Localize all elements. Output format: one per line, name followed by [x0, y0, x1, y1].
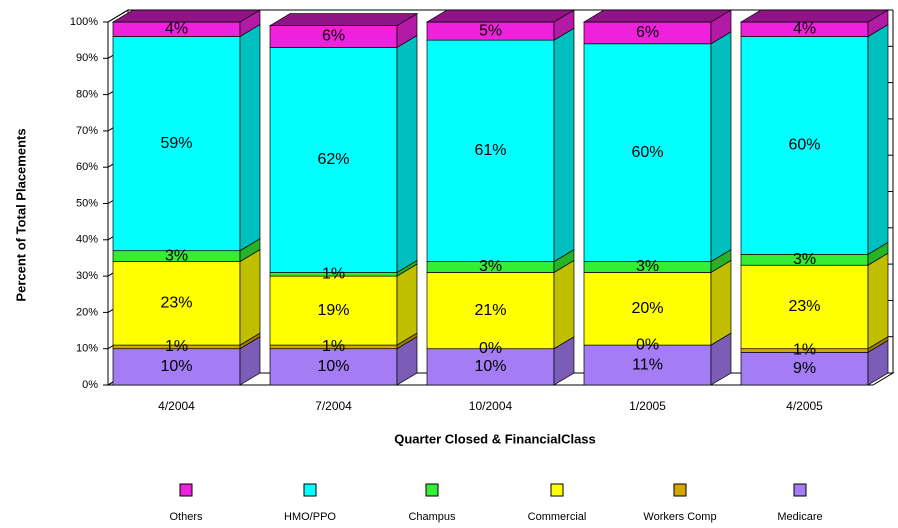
bar-segment-top	[268, 13, 419, 26]
legend-swatch	[303, 483, 317, 497]
data-label: 9%	[793, 360, 816, 377]
data-label: 20%	[631, 300, 663, 317]
bar-segment	[426, 272, 555, 350]
legend-swatch	[793, 483, 807, 497]
legend-swatch	[550, 483, 564, 497]
data-label: 11%	[632, 356, 663, 373]
data-label: 10%	[160, 358, 192, 375]
y-tick-label: 30%	[76, 270, 98, 282]
bar-segment-side	[710, 259, 732, 346]
y-axis-label: Percent of Total Placements	[13, 128, 28, 301]
x-tick-label: 7/2004	[315, 399, 352, 413]
data-label: 61%	[474, 142, 506, 159]
bar-segment-side	[239, 23, 261, 252]
bar-segment-side	[396, 263, 418, 346]
y-tick-label: 0%	[82, 379, 98, 391]
bar-segment	[426, 348, 555, 386]
legend-label: Others	[169, 511, 203, 523]
legend-swatch	[673, 483, 687, 497]
legend-swatch	[425, 483, 439, 497]
x-tick-label: 1/2005	[629, 399, 666, 413]
data-label: 4%	[793, 20, 816, 37]
legend-label: Medicare	[777, 511, 822, 523]
y-tick-label: 80%	[76, 89, 98, 101]
data-label: 0%	[636, 336, 659, 353]
bar-segment-side	[710, 31, 732, 263]
bar-segment-side	[396, 34, 418, 274]
x-tick-label: 4/2004	[158, 399, 195, 413]
bar-segment-top	[582, 9, 733, 23]
bar-segment	[426, 39, 555, 262]
data-label: 6%	[322, 28, 345, 45]
y-tick-label: 50%	[76, 197, 98, 209]
bar-segment-side	[553, 27, 575, 263]
bar-segment-side	[553, 259, 575, 350]
data-label: 1%	[793, 342, 816, 359]
bar-segment	[740, 36, 869, 255]
data-label: 10%	[474, 358, 506, 375]
data-label: 4%	[165, 20, 188, 37]
bar-segment	[269, 47, 398, 273]
bar-segment-side	[239, 248, 261, 346]
bar-segment-top	[111, 9, 262, 23]
bar-segment	[583, 344, 712, 386]
y-tick-label: 70%	[76, 125, 98, 137]
y-tick-label: 10%	[76, 343, 98, 355]
y-tick-label: 40%	[76, 234, 98, 246]
data-label: 6%	[636, 24, 659, 41]
x-tick-label: 4/2005	[786, 399, 823, 413]
data-label: 5%	[479, 22, 502, 39]
legend-label: HMO/PPO	[284, 511, 336, 523]
data-label: 21%	[474, 302, 506, 319]
data-label: 0%	[479, 340, 502, 357]
data-label: 60%	[631, 144, 663, 161]
data-label: 1%	[165, 338, 188, 355]
bar-segment-top	[739, 9, 890, 23]
bar-segment-side	[867, 252, 889, 350]
x-axis-label: Quarter Closed & FinancialClass	[394, 431, 596, 446]
data-label: 3%	[636, 258, 659, 275]
legend-label: Workers Comp	[643, 511, 716, 523]
data-label: 19%	[317, 302, 349, 319]
data-label: 23%	[788, 298, 820, 315]
data-label: 23%	[160, 295, 192, 312]
legend-swatch	[179, 483, 193, 497]
bar-segment	[269, 348, 398, 386]
data-label: 10%	[317, 358, 349, 375]
bar-segment	[112, 261, 241, 346]
bar-segment	[740, 264, 869, 350]
data-label: 3%	[479, 258, 502, 275]
data-label: 62%	[317, 151, 349, 168]
x-tick-label: 10/2004	[469, 399, 513, 413]
data-label: 60%	[788, 137, 820, 154]
data-label: 3%	[793, 251, 816, 268]
bar-segment-top	[425, 9, 576, 23]
bar-segment	[269, 275, 398, 346]
y-tick-label: 20%	[76, 306, 98, 318]
legend-label: Champus	[408, 511, 456, 523]
bar-segment	[112, 36, 241, 252]
bar-segment-side	[867, 23, 889, 255]
legend-label: Commercial	[528, 511, 587, 523]
y-tick-label: 100%	[70, 16, 98, 28]
data-label: 59%	[160, 135, 192, 152]
bar-segment	[740, 351, 869, 386]
data-label: 1%	[322, 338, 345, 355]
y-tick-label: 60%	[76, 161, 98, 173]
y-tick-label: 90%	[76, 52, 98, 64]
data-label: 3%	[165, 247, 188, 264]
wall-grid	[107, 9, 129, 23]
data-label: 1%	[322, 266, 345, 283]
